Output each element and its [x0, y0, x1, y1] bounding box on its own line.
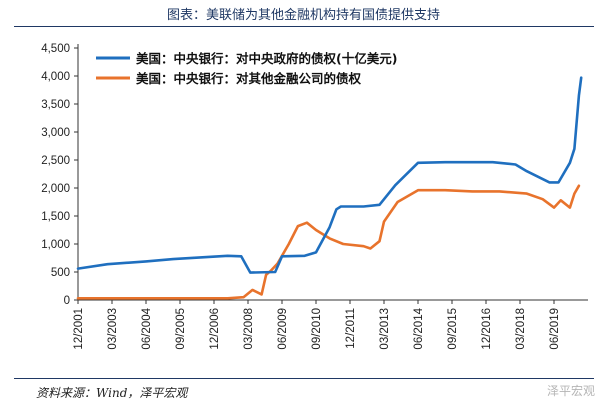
source-note: 资料来源：Wind，泽平宏观 [36, 386, 188, 400]
y-tick-label: 2,500 [41, 155, 70, 167]
legend-label-1: 美国：中央银行：对中央政府的债权(十亿美元) [136, 51, 397, 66]
y-tick-label: 500 [51, 267, 70, 279]
x-tick-label: 06/2014 [413, 307, 425, 349]
y-tick-label: 1,500 [41, 211, 70, 223]
x-tick-label: 03/2003 [107, 308, 119, 350]
axes: 0 500 1,000 1,500 2,000 2,500 3,000 3,500 4,000 4… [41, 43, 588, 350]
legend: 美国：中央银行：对中央政府的债权(十亿美元) 美国：中央银行：对其他金融公司的债权 [96, 51, 397, 86]
x-tick-label: 06/2019 [549, 308, 561, 350]
x-tick-label: 12/2016 [481, 308, 493, 350]
y-tick-label: 3,500 [41, 99, 70, 111]
x-tick-label: 12/2006 [209, 308, 221, 350]
x-tick-label: 03/2008 [243, 308, 255, 350]
watermark: 泽平宏观 [546, 384, 595, 398]
series-lines [76, 76, 583, 300]
x-tick-label: 09/2015 [447, 308, 459, 350]
y-tick-label: 0 [64, 295, 70, 307]
y-tick-label: 2,000 [41, 183, 70, 195]
y-tick-label: 4,000 [41, 71, 70, 83]
y-tick-label: 4,500 [41, 43, 70, 55]
x-tick-label: 09/2005 [175, 308, 187, 350]
x-tick-label: 09/2010 [311, 308, 323, 350]
x-tick-label: 03/2018 [515, 308, 527, 350]
series-line-1 [76, 76, 583, 274]
y-tick-label: 1,000 [41, 239, 70, 251]
x-tick-label: 03/2013 [379, 308, 391, 350]
series-line-2 [76, 184, 581, 300]
x-tick-label: 12/2001 [73, 308, 85, 350]
bottom-divider [14, 378, 594, 379]
y-tick-label: 3,000 [41, 127, 70, 139]
x-tick-label: 12/2011 [345, 308, 357, 349]
x-tick-label: 06/2004 [141, 307, 153, 349]
x-tick-label: 06/2009 [277, 308, 289, 350]
legend-label-2: 美国：中央银行：对其他金融公司的债权 [136, 71, 362, 86]
chart-title: 图表：美联储为其他金融机构持有国债提供支持 [166, 8, 440, 23]
title-divider [14, 26, 594, 27]
